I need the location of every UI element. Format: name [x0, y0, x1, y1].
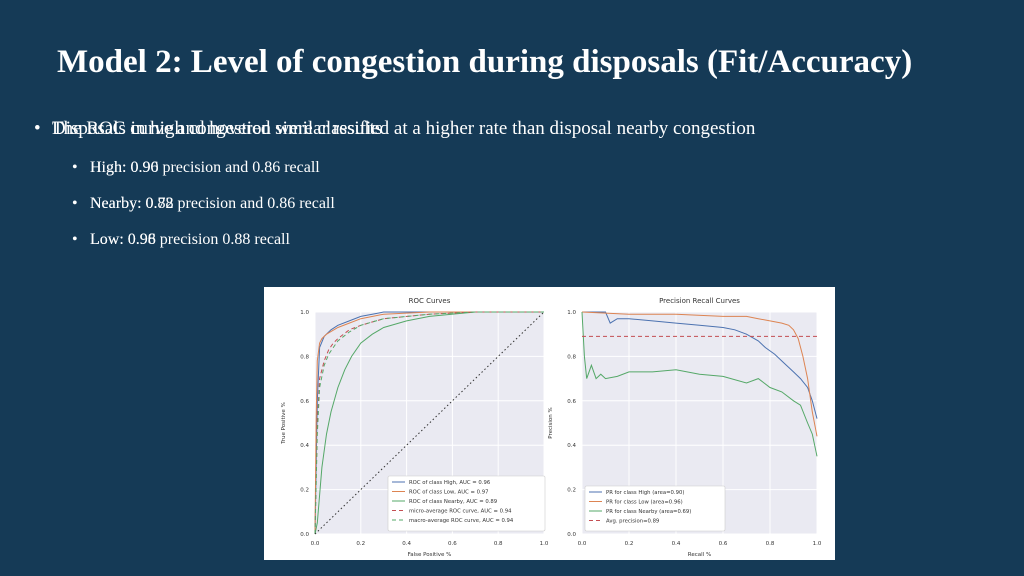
chart1-y-tick-label: 1.0 [300, 310, 309, 316]
bullet-main-text-a: The ROC curve and hovered similar result… [52, 118, 383, 139]
chart2-x-tick-label: 0.6 [719, 541, 728, 547]
chart1-x-tick-label: 0.2 [356, 541, 365, 547]
sub-bullet-low-text-b: Low: 0.98 [90, 231, 156, 248]
chart2-x-tick-label: 0.0 [578, 541, 587, 547]
chart2-legend-entry: PR for class High (area=0.90) [606, 490, 684, 496]
chart1-y-tick-label: 0.8 [300, 354, 309, 360]
chart1-x-tick-label: 0.0 [311, 541, 320, 547]
chart1-y-tick-label: 0.0 [300, 532, 309, 538]
sub-bullet-low: • Low: 0.96 precision 0.88 recall Low: 0… [72, 230, 290, 250]
bullet-main: • The ROC curve and hovered similar resu… [34, 117, 755, 141]
chart2-series-line-2 [581, 311, 818, 437]
chart2-series-line-1 [582, 311, 818, 419]
chart1-legend-entry: ROC of class Low, AUC = 0.97 [409, 490, 488, 496]
chart1-x-axis-label: False Positive % [408, 552, 452, 558]
chart1-series-line-6 [314, 311, 545, 535]
chart2-y-tick-label: 0.0 [567, 532, 576, 538]
chart2-x-axis-label: Recall % [688, 552, 711, 558]
chart2-y-tick-label: 0.6 [567, 399, 576, 405]
sub-bullet-low-text-a: Low: 0.96 precision 0.88 recall [90, 231, 290, 248]
chart2-y-axis-label: Precision % [548, 407, 554, 439]
sub-bullet-high-text-a: High: 0.90 precision and 0.86 recall [90, 159, 320, 176]
bullet-list: • The ROC curve and hovered similar resu… [0, 0, 1024, 280]
chart2-y-tick-label: 0.8 [567, 354, 576, 360]
chart2-legend-entry: Avg. precision=0.89 [606, 519, 659, 525]
chart2-y-tick-label: 0.2 [567, 488, 576, 494]
chart2-y-tick-label: 1.0 [567, 310, 576, 316]
chart1-y-tick-label: 0.6 [300, 399, 309, 405]
chart2-x-tick-label: 1.0 [813, 541, 822, 547]
bullet-dot: • [72, 231, 78, 248]
chart2-x-tick-label: 0.2 [625, 541, 634, 547]
bullet-dot: • [72, 159, 78, 176]
chart2-legend-entry: PR for class Nearby (area=0.69) [606, 509, 691, 515]
chart1-x-tick-label: 0.8 [494, 541, 503, 547]
chart1-series-line-5 [314, 311, 544, 535]
chart1-series-line-2 [314, 311, 544, 535]
chart2-x-tick-label: 0.4 [672, 541, 681, 547]
sub-bullet-high-text-b: High: 0.96 [90, 159, 159, 176]
chart2-legend-entry: PR for class Low (area=0.96) [606, 500, 683, 506]
chart1-legend-entry: ROC of class High, AUC = 0.96 [409, 480, 491, 486]
chart2-y-tick-label: 0.4 [567, 443, 576, 449]
chart2-series-line-3 [581, 311, 818, 457]
chart1-legend-entry: ROC of class Nearby, AUC = 0.89 [409, 499, 497, 505]
chart1-x-tick-label: 1.0 [540, 541, 549, 547]
chart-svg: 0.0 0.2 0.4 0.6 0.8 1.0 0.0 0.2 0.4 0.6 0.8 1.0 ROC … [281, 297, 822, 558]
chart1-y-tick-label: 0.4 [300, 443, 309, 449]
chart1-title: ROC Curves [409, 297, 451, 305]
chart-figure: 0.0 0.2 0.4 0.6 0.8 1.0 0.0 0.2 0.4 0.6 0.8 1.0 ROC … [264, 287, 835, 560]
chart1-series-line-3 [314, 311, 544, 535]
chart2-legend-box [584, 485, 726, 532]
sub-bullet-nearby-text-a: Nearby: 0.72 precision and 0.86 recall [90, 195, 335, 212]
sub-bullet-nearby-text-b: Nearby: 0.88 [90, 195, 174, 212]
chart2-title: Precision Recall Curves [659, 297, 740, 305]
sub-bullet-nearby: • Nearby: 0.72 precision and 0.86 recall… [72, 194, 335, 214]
chart1-x-tick-label: 0.4 [402, 541, 411, 547]
chart1-legend-entry: micro-average ROC curve, AUC = 0.94 [409, 509, 512, 515]
chart1-y-axis-label: True Positive % [281, 402, 287, 445]
chart2-x-tick-label: 0.8 [766, 541, 775, 547]
bullet-dot: • [34, 118, 41, 139]
chart1-legend-entry: macro-average ROC curve, AUC = 0.94 [409, 518, 514, 524]
bullet-main-text-b: Disposals in high congestion were classi… [52, 118, 756, 139]
chart1-legend-box [387, 475, 546, 532]
chart1-x-tick-label: 0.6 [448, 541, 457, 547]
sub-bullet-high: • High: 0.90 precision and 0.86 recall H… [72, 158, 320, 178]
chart1-y-tick-label: 0.2 [300, 488, 309, 494]
slide-title: Model 2: Level of congestion during disp… [57, 44, 913, 80]
bullet-dot: • [72, 195, 78, 212]
